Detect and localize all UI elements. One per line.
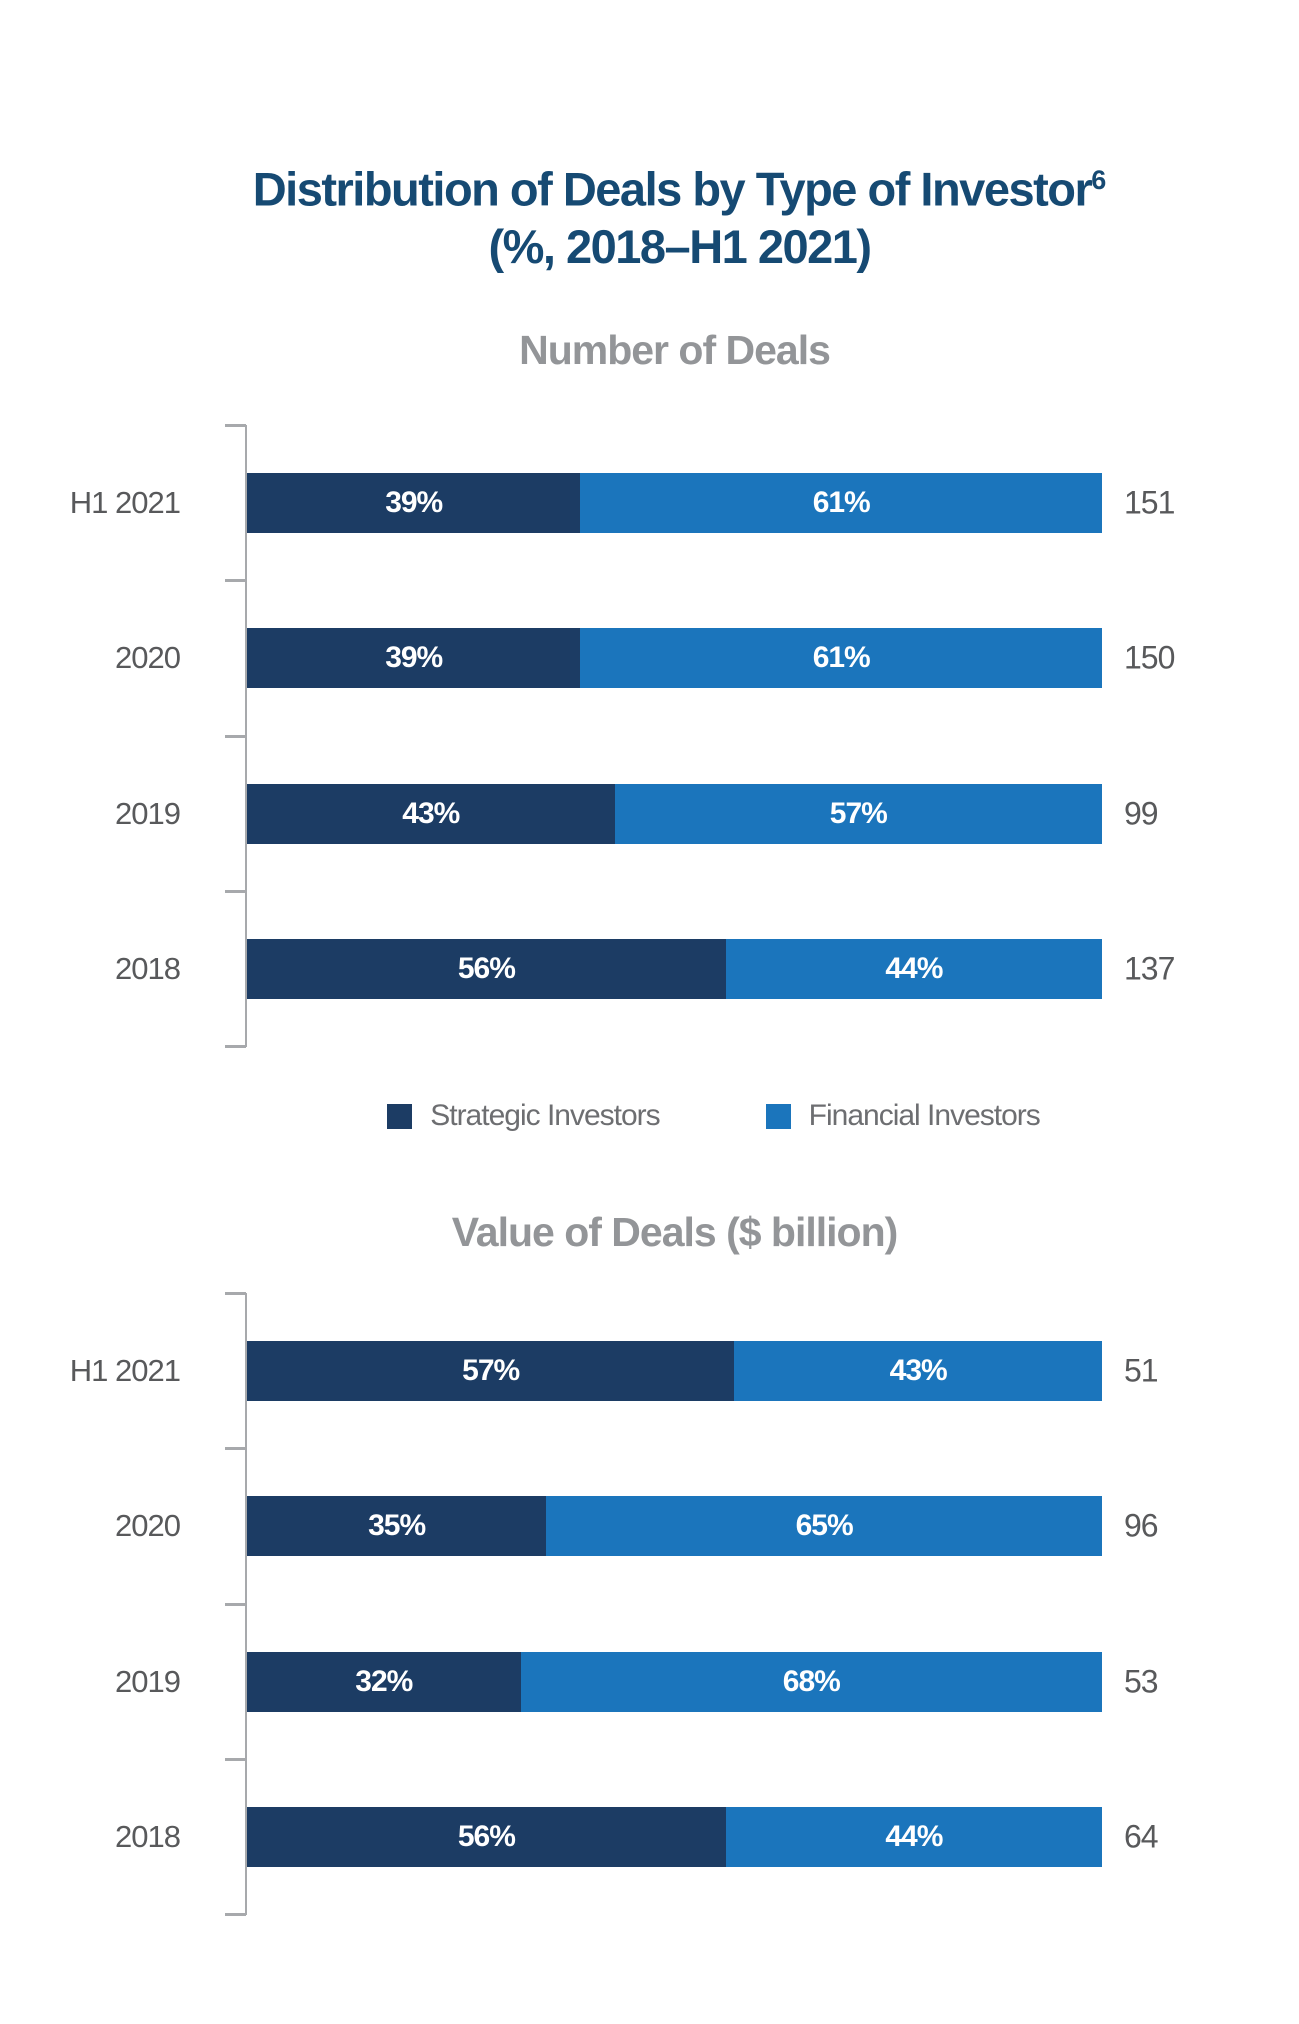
- axis-tick: [225, 424, 246, 427]
- strategic-segment: 39%: [247, 628, 581, 689]
- year-label: 2020: [115, 640, 181, 676]
- axis-tick: [225, 1292, 246, 1295]
- page-title-line2: (%, 2018–H1 2021): [488, 219, 872, 273]
- percent-label: 44%: [885, 1820, 943, 1854]
- bar-row: 2020 39% 61% 150: [0, 581, 1299, 737]
- stacked-bar: 57% 43%: [247, 1340, 1102, 1401]
- bar-row: 2019 32% 68% 53: [0, 1604, 1299, 1760]
- legend-item-financial: Financial Investors: [765, 1099, 1041, 1133]
- axis-tick: [225, 734, 246, 738]
- stacked-bar: 32% 68%: [247, 1651, 1102, 1712]
- percent-label: 56%: [457, 1820, 516, 1854]
- financial-segment: 65%: [546, 1496, 1102, 1557]
- axis-tick: [225, 579, 246, 582]
- chart2-subtitle: Value of Deals ($ billion): [451, 1209, 899, 1255]
- legend-item-strategic: Strategic Investors: [387, 1099, 661, 1133]
- axis-tick: [225, 1045, 246, 1048]
- percent-label: 39%: [385, 641, 443, 675]
- page-title-line1: Distribution of Deals by Type of Investo…: [252, 162, 1093, 216]
- percent-label: 44%: [885, 952, 943, 986]
- axis-tick: [225, 1758, 246, 1761]
- bar-row: 2020 35% 65% 96: [0, 1449, 1299, 1605]
- strategic-segment: 39%: [247, 472, 581, 533]
- legend: Strategic Investors Financial Investors: [0, 1096, 1299, 1136]
- total-label: 51: [1124, 1352, 1159, 1389]
- percent-label: 43%: [402, 796, 460, 830]
- percent-label: 43%: [889, 1353, 948, 1387]
- total-label: 96: [1124, 1507, 1159, 1544]
- percent-label: 57%: [462, 1353, 520, 1387]
- financial-segment: 57%: [614, 783, 1102, 844]
- axis-tick: [225, 1447, 246, 1450]
- percent-label: 35%: [368, 1509, 426, 1543]
- total-label: 53: [1124, 1663, 1159, 1700]
- total-label: 137: [1124, 950, 1175, 987]
- axis-tick: [225, 1602, 246, 1606]
- strategic-segment: 56%: [247, 939, 726, 1000]
- percent-label: 39%: [385, 485, 443, 519]
- strategic-segment: 57%: [247, 1340, 735, 1401]
- legend-label: Strategic Investors: [430, 1099, 660, 1132]
- chart-number-of-deals: H1 2021 39% 61% 151 2020 39% 61%: [0, 424, 1299, 1048]
- strategic-segment: 32%: [247, 1651, 521, 1712]
- stacked-bar: 39% 61%: [247, 472, 1102, 533]
- stacked-bar: 35% 65%: [247, 1496, 1102, 1557]
- y-axis-line: [245, 425, 247, 1047]
- percent-label: 32%: [355, 1664, 413, 1698]
- page-title-superscript: 6: [1091, 165, 1107, 195]
- percent-label: 68%: [782, 1664, 841, 1698]
- strategic-segment: 56%: [247, 1807, 726, 1868]
- percent-label: 57%: [829, 796, 888, 830]
- year-label: 2019: [115, 1663, 181, 1699]
- stacked-bar: 56% 44%: [247, 1807, 1102, 1868]
- bar-row: H1 2021 39% 61% 151: [0, 425, 1299, 581]
- financial-segment: 44%: [725, 1807, 1102, 1868]
- chart1-subtitle: Number of Deals: [519, 327, 831, 373]
- axis-tick: [225, 890, 246, 893]
- financial-segment: 68%: [520, 1651, 1102, 1712]
- stacked-bar: 56% 44%: [247, 939, 1102, 1000]
- percent-label: 56%: [457, 952, 516, 986]
- year-label: 2018: [115, 1819, 181, 1855]
- bar-row: H1 2021 57% 43% 51: [0, 1293, 1299, 1449]
- page-title: Distribution of Deals by Type of Investo…: [0, 152, 1299, 275]
- total-label: 99: [1124, 795, 1159, 832]
- total-label: 150: [1124, 639, 1175, 676]
- strategic-swatch-icon: [387, 1103, 413, 1129]
- stacked-bar: 39% 61%: [247, 628, 1102, 689]
- year-label: 2019: [115, 795, 181, 831]
- financial-segment: 61%: [580, 628, 1102, 689]
- financial-segment: 44%: [725, 939, 1102, 1000]
- bar-row: 2019 43% 57% 99: [0, 736, 1299, 892]
- strategic-segment: 35%: [247, 1496, 547, 1557]
- year-label: H1 2021: [69, 1352, 181, 1388]
- percent-label: 61%: [812, 485, 871, 519]
- percent-label: 65%: [795, 1509, 854, 1543]
- bar-row: 2018 56% 44% 137: [0, 892, 1299, 1048]
- stacked-bar: 43% 57%: [247, 783, 1102, 844]
- financial-segment: 43%: [734, 1340, 1102, 1401]
- strategic-segment: 43%: [247, 783, 615, 844]
- y-axis-line: [245, 1293, 247, 1915]
- axis-tick: [225, 1913, 246, 1916]
- year-label: 2018: [115, 951, 181, 987]
- total-label: 64: [1124, 1818, 1159, 1855]
- year-label: H1 2021: [69, 484, 181, 520]
- legend-label: Financial Investors: [808, 1099, 1041, 1132]
- financial-segment: 61%: [580, 472, 1102, 533]
- percent-label: 61%: [812, 641, 871, 675]
- chart-value-of-deals: H1 2021 57% 43% 51 2020 35% 65%: [0, 1292, 1299, 1916]
- year-label: 2020: [115, 1508, 181, 1544]
- total-label: 151: [1124, 484, 1175, 521]
- bar-row: 2018 56% 44% 64: [0, 1760, 1299, 1916]
- financial-swatch-icon: [765, 1103, 791, 1129]
